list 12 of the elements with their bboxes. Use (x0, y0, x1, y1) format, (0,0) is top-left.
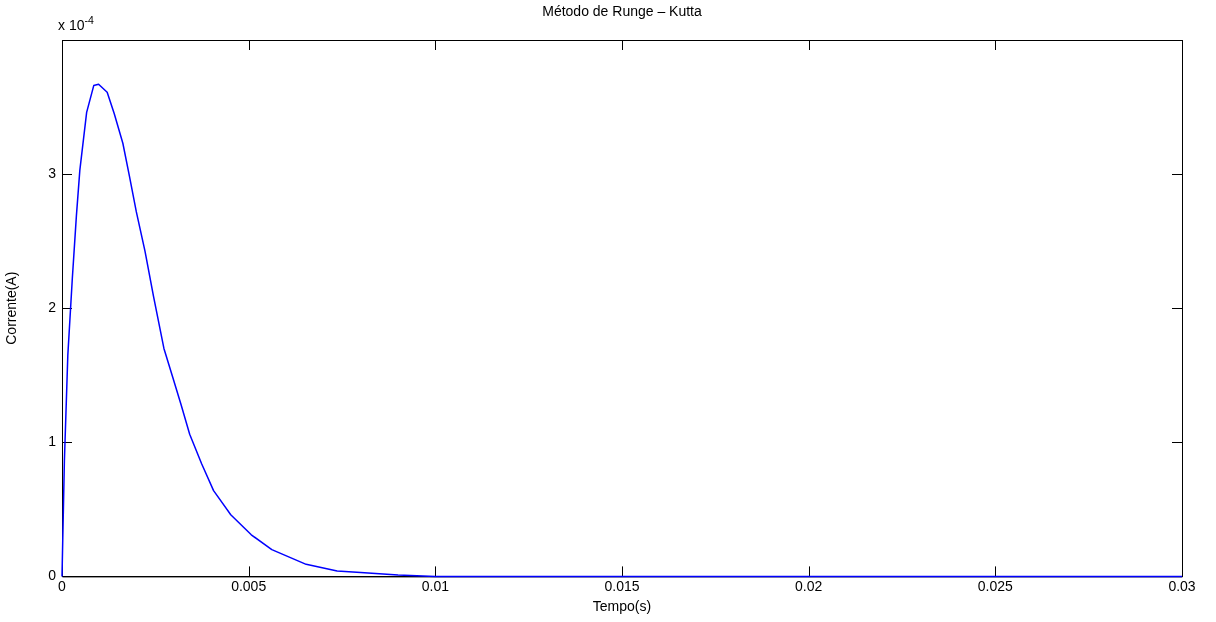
x-tick-label: 0.03 (1168, 577, 1196, 594)
y-tick-label: 3 (48, 164, 57, 181)
y-tick-label: 1 (48, 433, 57, 450)
x-tick-label: 0.015 (604, 577, 640, 594)
chart-title: Método de Runge – Kutta (542, 3, 702, 19)
x-tick-label: 0.01 (421, 577, 450, 594)
y-tick-label: 2 (48, 299, 57, 316)
x-tick-label: 0.02 (795, 577, 823, 594)
x-tick-label: 0.005 (231, 577, 267, 594)
x-axis-title: Tempo(s) (592, 598, 652, 615)
x-tick-label: 0.025 (977, 577, 1014, 594)
y-axis-title: Corrente(A) (3, 271, 20, 345)
